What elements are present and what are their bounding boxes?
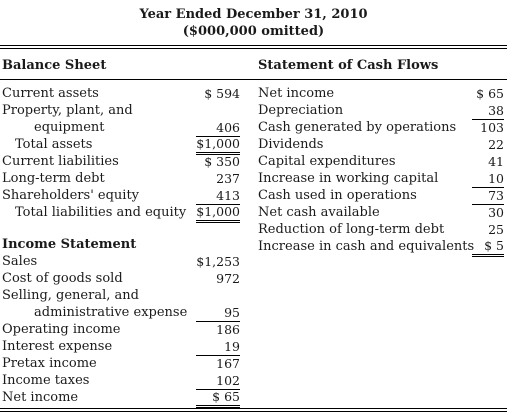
is-label-admin-expense: administrative expense [34, 305, 188, 320]
cf-label-net-income: Net income [258, 86, 335, 101]
cf-label-cash-used: Cash used in operations [258, 188, 417, 203]
cf-label-capital-expenditures: Capital expenditures [258, 154, 396, 169]
bs-value-shareholders-equity: 413 [196, 188, 240, 205]
heading-rule [0, 79, 507, 80]
is-label-cogs: Cost of goods sold [2, 271, 123, 286]
cf-value-net-cash-available: 30 [488, 205, 504, 220]
bs-value-total-liabilities-equity: $1,000 [196, 204, 240, 223]
bs-label-total-liabilities-equity: Total liabilities and equity [15, 205, 187, 220]
is-label-operating-income: Operating income [2, 322, 121, 337]
cf-label-cash-generated: Cash generated by operations [258, 120, 457, 135]
bs-label-current-liabilities: Current liabilities [2, 154, 119, 169]
is-label-sales: Sales [2, 254, 38, 269]
bs-label-total-assets: Total assets [15, 137, 93, 152]
is-value-operating-income: 186 [216, 322, 240, 337]
bs-label-equipment: equipment [34, 120, 105, 135]
cf-label-net-cash-available: Net cash available [258, 205, 380, 220]
cf-value-working-capital: 10 [472, 171, 504, 188]
is-value-admin-expense: 95 [196, 305, 240, 322]
cf-value-reduction-debt: 25 [488, 222, 504, 237]
bottom-rule [0, 408, 507, 409]
report-title: Year Ended December 31, 2010 [139, 7, 368, 22]
balance-sheet-heading: Balance Sheet [2, 58, 107, 73]
cf-value-net-income: $ 65 [476, 86, 504, 101]
cf-value-cash-used: 73 [472, 188, 504, 205]
is-label-interest-expense: Interest expense [2, 339, 113, 354]
cf-value-dividends: 22 [488, 137, 504, 152]
bs-label-current-assets: Current assets [2, 86, 99, 101]
cf-label-reduction-debt: Reduction of long-term debt [258, 222, 445, 237]
cf-label-increase-cash: Increase in cash and equivalents [258, 239, 475, 254]
is-value-sales: $1,253 [196, 254, 240, 269]
cf-label-working-capital: Increase in working capital [258, 171, 439, 186]
cf-value-capital-expenditures: 41 [488, 154, 504, 169]
cf-label-dividends: Dividends [258, 137, 324, 152]
bs-value-long-term-debt: 237 [216, 171, 240, 186]
cf-value-depreciation: 38 [472, 103, 504, 120]
cash-flows-heading: Statement of Cash Flows [258, 58, 439, 73]
bottom-rule-second [0, 411, 507, 412]
is-label-pretax-income: Pretax income [2, 356, 97, 371]
top-rule [0, 45, 507, 46]
is-label-income-taxes: Income taxes [2, 373, 90, 388]
is-value-cogs: 972 [216, 271, 240, 286]
is-value-interest-expense: 19 [196, 339, 240, 356]
is-value-net-income: $ 65 [196, 389, 240, 408]
cf-label-depreciation: Depreciation [258, 103, 344, 118]
cf-value-increase-cash: $ 5 [472, 238, 504, 257]
bs-value-total-assets: $1,000 [196, 136, 240, 155]
is-value-income-taxes: 102 [196, 373, 240, 390]
bs-label-ppe: Property, plant, and [2, 103, 133, 118]
bs-label-shareholders-equity: Shareholders' equity [2, 188, 140, 203]
is-label-net-income: Net income [2, 390, 79, 405]
top-rule-second [0, 48, 507, 49]
report-subtitle: ($000,000 omitted) [182, 24, 325, 39]
bs-value-equipment: 406 [196, 120, 240, 137]
is-label-sga: Selling, general, and [2, 288, 139, 303]
bs-value-current-assets: $ 594 [204, 86, 240, 101]
cf-value-cash-generated: 103 [480, 120, 504, 135]
bs-value-current-liabilities: $ 350 [204, 154, 240, 169]
income-statement-heading: Income Statement [2, 237, 137, 252]
bs-label-long-term-debt: Long-term debt [2, 171, 105, 186]
is-value-pretax-income: 167 [216, 356, 240, 371]
